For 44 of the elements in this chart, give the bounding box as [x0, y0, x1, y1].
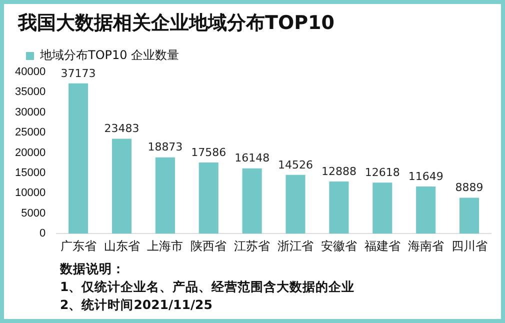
- bar: [112, 138, 132, 234]
- x-tick-label: 四川省: [451, 239, 488, 254]
- x-tick-label: 安徽省: [320, 239, 357, 254]
- text: 2、统计时间2021/11/25: [60, 296, 214, 314]
- chart-title: 我国大数据相关企业地域分布TOP10: [18, 11, 334, 36]
- x-tick-label: 山东省: [104, 239, 140, 254]
- y-tick-label: 35000: [14, 86, 46, 98]
- y-tick-label: 5000: [21, 207, 46, 220]
- data-label: 37173: [60, 66, 96, 80]
- x-tick-label: 浙江省: [278, 239, 314, 254]
- x-tick-label: 广东省: [60, 239, 96, 254]
- bar: [68, 83, 88, 234]
- data-label: 23483: [104, 122, 140, 136]
- y-tick-label: 25000: [14, 126, 46, 139]
- data-label: 16148: [234, 152, 270, 165]
- data-label: 12888: [321, 164, 356, 178]
- y-tick-label: 10000: [14, 187, 46, 200]
- x-tick-label: 海南省: [408, 239, 444, 254]
- y-tick-label: 40000: [14, 66, 46, 78]
- bar: [242, 168, 262, 234]
- x-tick-label: 福建省: [364, 239, 400, 254]
- bar: [416, 186, 436, 234]
- data-label: 14526: [278, 158, 314, 172]
- y-tick-label: 0: [39, 228, 46, 240]
- bar: [286, 174, 306, 234]
- data-label: 18873: [148, 140, 183, 154]
- bar: [329, 182, 349, 234]
- bar: [198, 162, 218, 234]
- bar: [372, 182, 392, 234]
- bar: [155, 157, 175, 234]
- y-tick-label: 20000: [14, 146, 46, 159]
- data-label: 17586: [191, 146, 226, 159]
- x-tick-label: 陕西省: [190, 239, 227, 254]
- data-label: 12618: [364, 166, 400, 179]
- legend-label: 地域分布TOP10 企业数量: [39, 48, 180, 62]
- text: 1、仅统计企业名、产品、经营范围含大数据的企业: [60, 278, 355, 296]
- x-tick-label: 上海市: [147, 239, 184, 254]
- x-tick-label: 江苏省: [234, 239, 270, 254]
- data-label: 11649: [408, 170, 444, 183]
- bar: [460, 198, 480, 234]
- text: 数据说明：: [60, 260, 126, 278]
- data-label: 8889: [455, 181, 484, 194]
- y-tick-label: 15000: [14, 167, 46, 180]
- y-tick-label: 30000: [14, 106, 46, 118]
